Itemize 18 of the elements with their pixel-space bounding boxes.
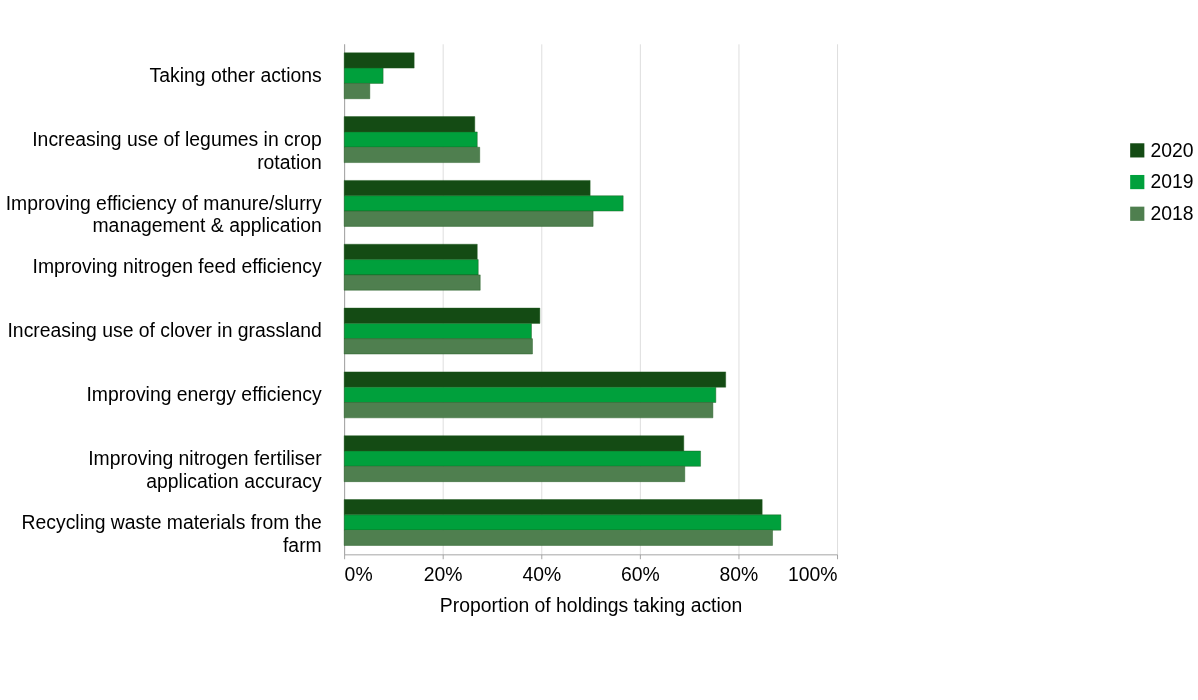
y-tick-label: Increasing use of legumes in crop rotation [32, 127, 322, 173]
x-tick-label: 20% [423, 563, 463, 586]
x-tick-label: 0% [344, 563, 373, 586]
y-tick-label: Improving nitrogen feed efficiency [32, 255, 323, 278]
x-tick-label: 80% [719, 563, 759, 586]
y-tick-label: Improving efficiency of manure/slurry management & application [5, 191, 323, 237]
x-tick-label: 100% [788, 563, 838, 586]
x-tick-label: 40% [522, 563, 562, 586]
legend-label: 2019 [1150, 170, 1194, 193]
legend-label: 2020 [1150, 138, 1194, 161]
legend-label: 2018 [1150, 201, 1194, 224]
x-tick-label: 60% [621, 563, 660, 586]
y-tick-label: Improving nitrogen fertiliser application accuracy [88, 446, 323, 492]
x-axis-title: Proportion of holdings taking action [439, 594, 743, 617]
y-tick-label: Improving energy efficiency [86, 383, 323, 406]
y-tick-label: Increasing use of clover in grassland [7, 319, 322, 342]
y-tick-label: Recycling waste materials from the farm [21, 510, 322, 556]
y-tick-label: Taking other actions [149, 63, 322, 86]
